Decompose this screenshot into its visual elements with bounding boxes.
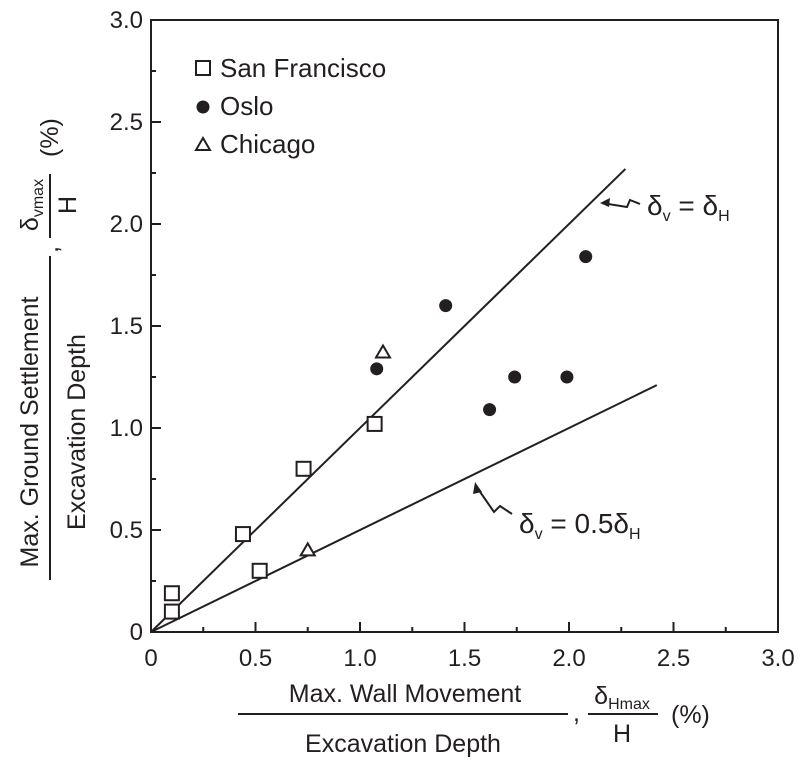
y-tick-label: 1.0 [110,415,143,442]
point-oslo [439,299,453,313]
y-axis-fraction-numerator: δvmax [16,179,47,231]
annotation-label-2: δv = 0.5δH [519,508,641,543]
legend-label-san-francisco: San Francisco [220,53,386,83]
point-chicago [374,343,392,359]
y-tick-label: 3.0 [110,7,143,34]
reference-line-2 [150,384,658,633]
legend-marker-san-francisco [195,60,211,76]
x-axis-fraction-denominator: H [613,720,631,748]
y-tick-label: 2.0 [110,211,143,238]
x-axis-fraction-numerator: δHmax [594,682,650,713]
reference-line-1 [150,168,627,633]
annotation-arrowhead-1 [600,198,610,207]
x-axis-unit: (%) [671,701,710,729]
legend-label-oslo: Oslo [220,91,273,121]
x-tick-label: 0 [144,645,157,672]
x-tick-label: 3.0 [761,645,794,672]
annotation-line-2: δv = 0.5δH [473,482,641,543]
x-tick-label: 2.5 [657,645,690,672]
point-oslo [370,362,384,376]
x-tick-label: 2.0 [552,645,585,672]
y-tick-label: 2.5 [110,109,143,136]
annotation-arrow-2 [475,485,513,515]
legend-marker-chicago [194,136,212,151]
y-tick-label: 0.5 [110,517,143,544]
x-axis-label-numerator: Max. Wall Movement [289,680,522,708]
legend: San Francisco Oslo Chicago [194,53,386,159]
y-axis-unit: (%) [36,118,64,157]
point-oslo [579,250,593,264]
x-tick-label: 0.5 [239,645,272,672]
annotation-label-1: δv = δH [647,190,730,225]
y-axis-fraction-denominator: H [54,196,82,214]
point-san-francisco [251,562,268,579]
point-san-francisco [163,585,180,602]
point-san-francisco [163,603,180,620]
annotation-arrowhead-2 [473,482,482,494]
point-san-francisco [295,460,312,477]
point-oslo [483,403,497,417]
x-tick-labels: 0 0.5 1.0 1.5 2.0 2.5 3.0 [144,645,794,672]
y-axis-label-numerator: Max. Ground Settlement [16,296,44,567]
point-san-francisco [234,526,251,543]
y-tick-label: 0 [130,619,143,646]
legend-marker-oslo [196,100,210,114]
y-tick-label: 1.5 [110,313,143,340]
y-tick-labels: 0 0.5 1.0 1.5 2.0 2.5 3.0 [110,7,143,646]
x-axis-label-denominator: Excavation Depth [305,730,501,758]
x-axis-label: Max. Wall Movement Excavation Depth , δH… [238,680,710,758]
x-tick-label: 1.5 [448,645,481,672]
y-axis-label: Max. Ground Settlement Excavation Depth … [16,118,91,580]
axis-ticks [151,70,727,632]
x-axis-label-comma: , [573,699,580,727]
y-axis-label-denominator: Excavation Depth [63,334,91,530]
data-markers [163,250,593,620]
annotation-arrow-1 [601,198,641,209]
point-oslo [560,370,574,384]
y-axis-label-comma: , [36,246,64,253]
annotation-line-1: δv = δH [600,190,730,225]
point-oslo [508,370,522,384]
x-tick-label: 1.0 [343,645,376,672]
point-chicago [299,541,317,557]
reference-lines [150,168,658,633]
legend-label-chicago: Chicago [220,129,315,159]
point-san-francisco [366,415,383,432]
